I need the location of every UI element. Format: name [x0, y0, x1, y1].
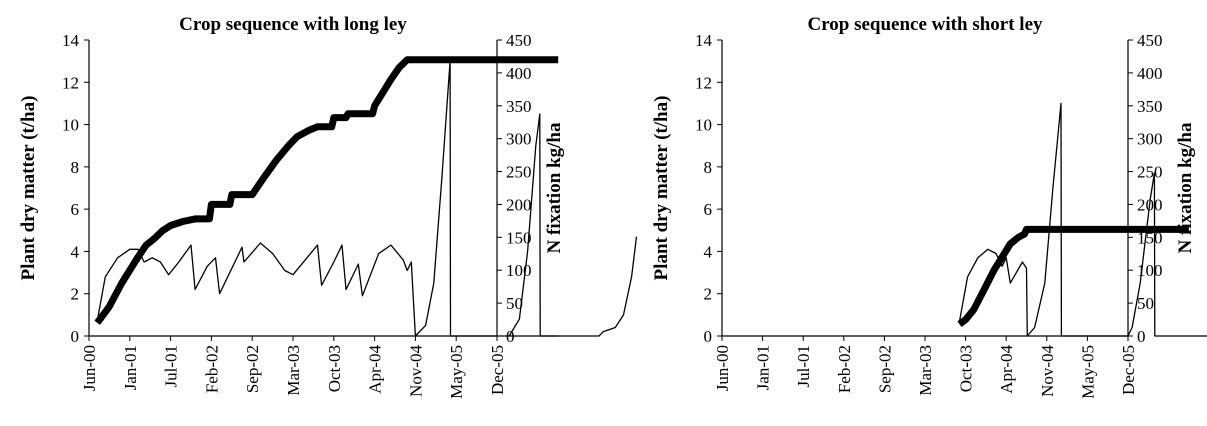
- panel-2-y2tick-label: 100: [1137, 261, 1163, 280]
- panel-2-series-2-line: [958, 102, 1207, 337]
- panel-1-xtick-label: May-05: [447, 345, 466, 399]
- panel-1-xtick-label: Feb-02: [202, 345, 221, 393]
- panel-2-ytick-label: 2: [704, 285, 713, 304]
- panel-1-y2tick-label: 200: [506, 195, 532, 214]
- panel-1-y2tick-label: 400: [506, 64, 532, 83]
- panel-1-xtick-label: Oct-03: [325, 345, 344, 392]
- panel-1-ytick-label: 10: [62, 116, 79, 135]
- panel-1-ytick-label: 12: [62, 73, 79, 92]
- panel-2-xtick-label: Mar-03: [916, 345, 935, 396]
- panel-1-ytick-label: 0: [71, 327, 80, 346]
- panel-2-xtick-label: Oct-03: [957, 345, 976, 392]
- panel-2-xtick-label: Feb-02: [835, 345, 854, 393]
- panel-1-ytick-label: 6: [71, 200, 80, 219]
- panel-2-xtick-label: Jan-01: [754, 345, 773, 390]
- panel-2-xtick-label: Sep-02: [875, 345, 894, 393]
- panel-2-ytick-label: 14: [695, 31, 713, 50]
- panel-1-xtick-label: Jul-01: [162, 345, 181, 388]
- panel-2-ytick-label: 4: [704, 242, 713, 261]
- panel-1-title: Crop sequence with long ley: [179, 14, 407, 35]
- panel-2-ytick-label: 6: [704, 200, 713, 219]
- panel-1-ytick-label: 14: [62, 31, 80, 50]
- panel-2-ylabel: Plant dry matter (t/ha): [651, 96, 672, 281]
- panel-1-y2label: N fixation kg/ha: [544, 122, 565, 253]
- panel-2-xtick-label: Jul-01: [794, 345, 813, 388]
- panel-2-xtick-label: Nov-04: [1038, 345, 1057, 397]
- panel-1-y2tick-label: 100: [506, 261, 532, 280]
- panel-1-xtick-label: Dec-05: [488, 345, 507, 395]
- panel-2-y2tick-label: 0: [1137, 327, 1146, 346]
- panel-1-y2tick-label: 300: [506, 130, 532, 149]
- panel-1-ylabel: Plant dry matter (t/ha): [18, 96, 39, 281]
- panel-1-xtick-label: Apr-04: [366, 345, 385, 394]
- panel-2-ytick-label: 8: [704, 158, 713, 177]
- panel-2-ytick-label: 0: [704, 327, 713, 346]
- panel-2-y2tick-label: 450: [1137, 31, 1163, 50]
- panel-2-title: Crop sequence with short ley: [807, 14, 1043, 35]
- panel-1-ytick-label: 4: [71, 242, 80, 261]
- panel-1-y2tick-label: 50: [506, 294, 523, 313]
- panel-1-series-2-line: [96, 60, 559, 337]
- panel-2-y2tick-label: 50: [1137, 294, 1154, 313]
- panel-2-y2tick-label: 400: [1137, 64, 1163, 83]
- panel-2-y2tick-label: 250: [1137, 163, 1163, 182]
- panel-1-xtick-label: Jan-01: [121, 345, 140, 390]
- panel-1-y2tick-label: 350: [506, 97, 532, 116]
- panel-2-y2label: N fixation kg/ha: [1175, 122, 1196, 253]
- panel-1-ytick-label: 8: [71, 158, 80, 177]
- panel-1-y2tick-label: 250: [506, 163, 532, 182]
- panel-2-xtick-label: Dec-05: [1119, 345, 1138, 395]
- panel-2-series-1-line: [957, 225, 1189, 327]
- panel-2-xtick-label: May-05: [1078, 345, 1097, 399]
- panel-2-ytick-label: 12: [695, 73, 712, 92]
- panel-1-y2tick-label: 450: [506, 31, 532, 50]
- panel-2-ytick-label: 10: [695, 116, 712, 135]
- panel-1-xtick-label: Nov-04: [406, 345, 425, 397]
- panel-1-series-1-line: [94, 56, 559, 325]
- panel-1-ytick-label: 2: [71, 285, 80, 304]
- panel-1-xtick-label: Mar-03: [284, 345, 303, 396]
- panel-2-y2tick-label: 300: [1137, 130, 1163, 149]
- panel-2-y2tick-label: 150: [1137, 228, 1163, 247]
- panel-2-xtick-label: Jun-00: [713, 345, 732, 391]
- panel-1-series-3-line: [508, 113, 638, 337]
- panel-1-xtick-label: Jun-00: [80, 345, 99, 391]
- panel-1-y2tick-label: 150: [506, 228, 532, 247]
- panel-2-xtick-label: Apr-04: [997, 345, 1016, 394]
- panel-2-y2tick-label: 350: [1137, 97, 1163, 116]
- panel-1-xtick-label: Sep-02: [243, 345, 262, 393]
